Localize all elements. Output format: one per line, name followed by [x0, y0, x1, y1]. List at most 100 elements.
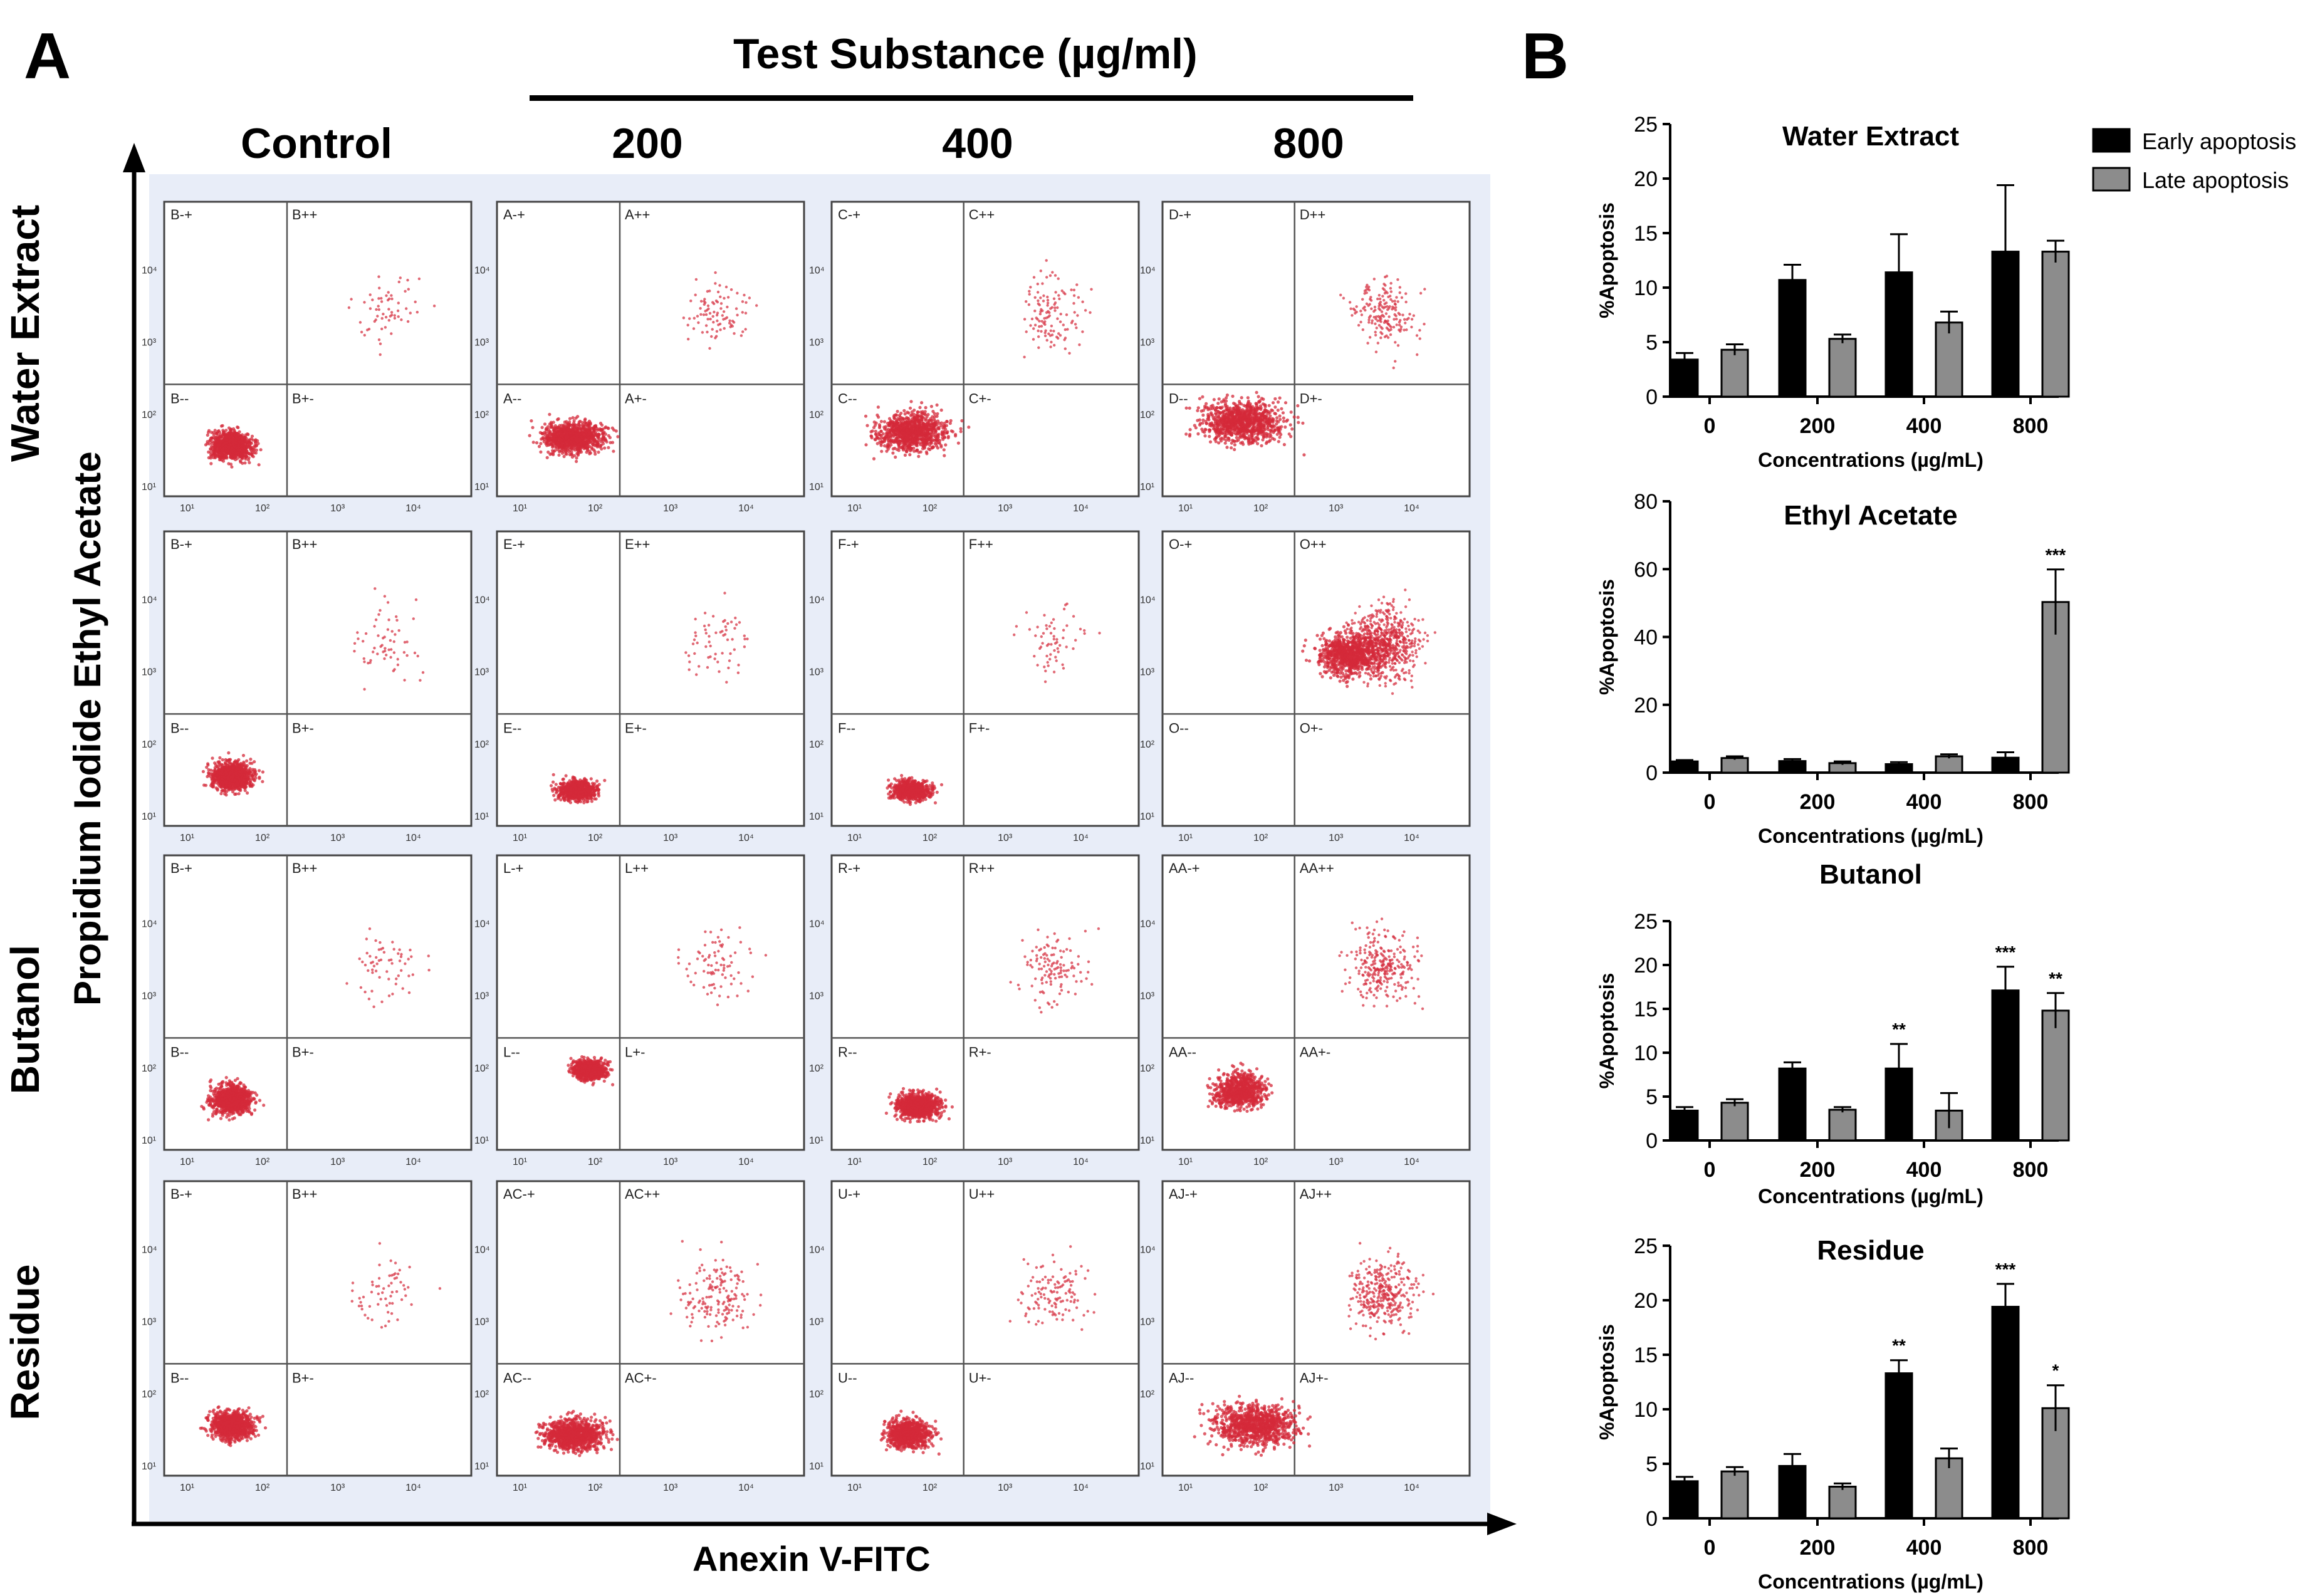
y-tick-label: 20	[1634, 167, 1658, 191]
x-tick-label: 10²	[255, 833, 270, 843]
column-label-control: Control	[241, 120, 392, 167]
quadrant-label: D-+	[1169, 207, 1191, 222]
panel-a-letter: A	[24, 20, 71, 93]
bar-late-400	[1935, 321, 1963, 398]
quadrant-label: A--	[503, 390, 521, 406]
x-tick-label: 10¹	[513, 503, 527, 514]
x-tick-label: 10¹	[180, 833, 194, 843]
y-tick-label: 10⁴	[474, 595, 490, 606]
x-axis-arrowhead	[1487, 1513, 1517, 1535]
x-tick-label: 800	[2013, 790, 2049, 814]
bar-late-200	[1828, 1486, 1857, 1520]
y-tick-label: 10²	[142, 410, 157, 420]
bar-early-800	[1991, 1305, 2020, 1520]
x-tick-label: 10³	[330, 833, 345, 843]
x-tick-label: 800	[2013, 1536, 2049, 1560]
y-tick-label: 10⁴	[809, 266, 825, 276]
bar-late-0	[1720, 348, 1749, 398]
bar-late-0	[1720, 1470, 1749, 1520]
y-tick-label: 60	[1634, 558, 1658, 582]
y-tick-label: 10⁴	[142, 595, 157, 606]
y-tick-label: 10	[1634, 1398, 1658, 1422]
x-tick-label: 10²	[923, 833, 938, 843]
dot-plot-frame	[1161, 201, 1471, 498]
y-tick-label: 10⁴	[474, 266, 490, 276]
chart-title: Butanol	[1819, 859, 1922, 890]
y-tick-label: 5	[1646, 1085, 1658, 1109]
quadrant-label: C--	[838, 390, 857, 406]
column-label-800: 800	[1273, 120, 1344, 167]
quadrant-label: O++	[1300, 536, 1327, 552]
header-rule	[530, 95, 1413, 101]
y-tick-label: 25	[1634, 113, 1658, 137]
x-tick-label: 0	[1704, 1536, 1716, 1560]
y-tick-label: 20	[1634, 694, 1658, 717]
y-tick-label: 10²	[809, 739, 824, 750]
x-tick-label: 10⁴	[738, 503, 754, 514]
bar-early-0	[1670, 1109, 1699, 1142]
x-tick-label: 10³	[998, 503, 1013, 514]
y-axis-label: %Apoptosis	[1596, 973, 1618, 1089]
x-tick-label: 10³	[663, 833, 678, 843]
quadrant-label: F--	[838, 720, 855, 736]
x-tick-label: 400	[1906, 414, 1942, 438]
bar-late-800	[2041, 1009, 2070, 1142]
quadrant-label: C+-	[969, 390, 991, 406]
significance-label: ***	[1995, 1260, 2016, 1279]
y-tick-label: 10³	[142, 667, 157, 678]
x-axis-label: Concentrations (µg/mL)	[1758, 1570, 1984, 1593]
x-tick-label: 0	[1704, 1158, 1716, 1182]
quadrant-label: A+-	[625, 390, 647, 406]
event-dots	[1301, 588, 1436, 696]
quadrant-label: D--	[1169, 390, 1188, 406]
quadrant-label: F-+	[838, 536, 859, 552]
y-tick-label: 10³	[1140, 338, 1155, 348]
x-tick-label: 10⁴	[1073, 833, 1089, 843]
x-tick-label: 10³	[330, 503, 345, 514]
quadrant-label: D++	[1300, 207, 1326, 222]
y-tick-label: 15	[1634, 998, 1658, 1021]
x-tick-label: 10²	[1253, 503, 1268, 514]
x-tick-label: 400	[1906, 790, 1942, 814]
bar-chart-2: 0 5 10 15 20 25 %Apoptosis Butanol 0 200 400 800 Con…	[1596, 859, 2070, 1207]
y-axis-label: %Apoptosis	[1596, 1324, 1618, 1440]
quadrant-label: B-+	[170, 207, 192, 222]
x-tick-label: 10²	[588, 503, 603, 514]
x-tick-label: 800	[2013, 414, 2049, 438]
quadrant-label: C++	[969, 207, 995, 222]
y-tick-label: 25	[1634, 910, 1658, 934]
significance-label: **	[1892, 1336, 1906, 1355]
legend: Early apoptosis Late apoptosis	[2092, 128, 2296, 193]
dot-plot-frame	[830, 530, 1140, 827]
dot-plot-r0-c3: D-+ D++ D-- D+- 10¹ 10¹ 10² 10² 10³ 10³ 10⁴ 10⁴	[1140, 201, 1471, 514]
quadrant-label: F++	[969, 536, 993, 552]
y-tick-label: 10²	[474, 410, 489, 420]
x-tick-label: 10⁴	[1404, 503, 1419, 514]
bar-late-0	[1720, 1102, 1749, 1142]
x-tick-label: 10²	[255, 503, 270, 514]
event-dots	[864, 259, 1093, 461]
dot-plot-r1-c2: F-+ F++ F-- F+- 10¹ 10¹ 10² 10² 10³ 10³ 10⁴ 10⁴	[809, 530, 1140, 843]
y-tick-label: 10³	[809, 338, 824, 348]
y-tick-label: 10³	[142, 338, 157, 348]
x-tick-label: 200	[1800, 790, 1836, 814]
dot-plot-r0-c1: A-+ A++ A-- A+- 10¹ 10¹ 10² 10² 10³ 10³ 10⁴ 10⁴	[474, 201, 805, 514]
legend-swatch-early	[2092, 128, 2131, 153]
event-dots	[1184, 274, 1426, 457]
y-tick-label: 10¹	[142, 811, 156, 822]
chart-title: Water Extract	[1782, 121, 1959, 152]
quadrant-label: B+-	[292, 720, 314, 736]
legend-swatch-late	[2092, 167, 2131, 192]
bar-chart-3: 0 5 10 15 20 25 %Apoptosis Residue 0 200 400 800 Con…	[1596, 1234, 2070, 1593]
bar-early-0	[1670, 760, 1699, 774]
quadrant-label: A-+	[503, 207, 525, 222]
x-tick-label: 10⁴	[738, 833, 754, 843]
event-dots	[204, 275, 436, 469]
quadrant-label: B+-	[292, 390, 314, 406]
legend-label-late: Late apoptosis	[2142, 167, 2289, 193]
bar-chart-0: 0 5 10 15 20 25 %Apoptosis Water Extract 0 200 400…	[1596, 113, 2070, 471]
x-axis-label: Concentrations (µg/mL)	[1758, 825, 1984, 847]
event-dots	[886, 602, 1101, 806]
